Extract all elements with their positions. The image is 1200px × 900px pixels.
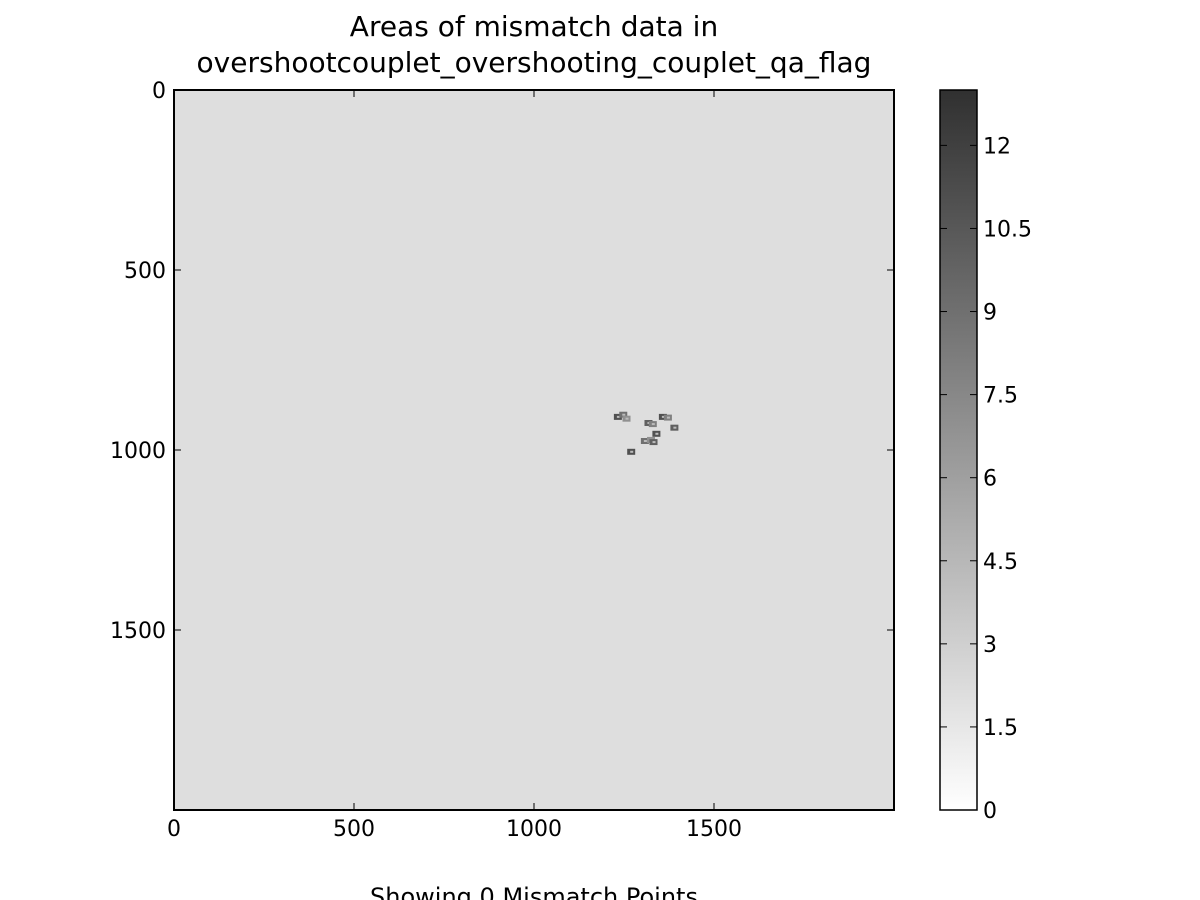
mismatch-point-highlight (673, 426, 677, 429)
x-axis: 0 500 1000 1500 (167, 90, 742, 842)
mismatch-point-highlight (652, 441, 656, 444)
mismatch-point-highlight (666, 416, 670, 419)
colorbar-tick-label: 4.5 (983, 550, 1018, 575)
mismatch-point-highlight (655, 432, 659, 435)
y-tick-label: 500 (124, 259, 166, 284)
colorbar-tick-label: 9 (983, 301, 997, 326)
mismatch-point-highlight (643, 440, 647, 442)
mismatch-point-highlight (661, 415, 665, 418)
mismatch-point-highlight (622, 413, 626, 416)
colorbar-tick-label: 6 (983, 467, 997, 492)
colorbar-tick-label: 1.5 (983, 716, 1018, 741)
x-tick-label: 0 (167, 817, 181, 842)
x-tick-label: 1500 (686, 817, 742, 842)
y-tick-label: 0 (152, 79, 166, 104)
colorbar-tick-label: 0 (983, 799, 997, 824)
colorbar-tick-label: 7.5 (983, 384, 1018, 409)
y-tick-label: 1500 (110, 619, 166, 644)
colorbar-tick-label: 10.5 (983, 217, 1032, 242)
chart-title-line-1: Areas of mismatch data in (350, 10, 718, 43)
y-tick-label: 1000 (110, 439, 166, 464)
colorbar-tick-label: 12 (983, 134, 1011, 159)
y-axis: 0 500 1000 1500 (110, 79, 894, 644)
plot-background (174, 90, 894, 810)
mismatch-point-highlight (616, 415, 620, 418)
mismatch-point-highlight (651, 423, 655, 426)
colorbar-tick-label: 3 (983, 633, 997, 658)
x-axis-label: Showing 0 Mismatch Points (370, 883, 698, 900)
x-tick-label: 500 (333, 817, 375, 842)
mismatch-points-layer (613, 411, 679, 455)
colorbar-axis: 0 1.5 3 4.5 6 7.5 9 10.5 12 (940, 134, 1032, 824)
x-tick-label: 1000 (506, 817, 562, 842)
mismatch-point-highlight (625, 417, 629, 420)
mismatch-point-highlight (630, 450, 634, 453)
colorbar (939, 89, 978, 811)
chart-title-line-2: overshootcouplet_overshooting_couplet_qa… (197, 46, 872, 79)
